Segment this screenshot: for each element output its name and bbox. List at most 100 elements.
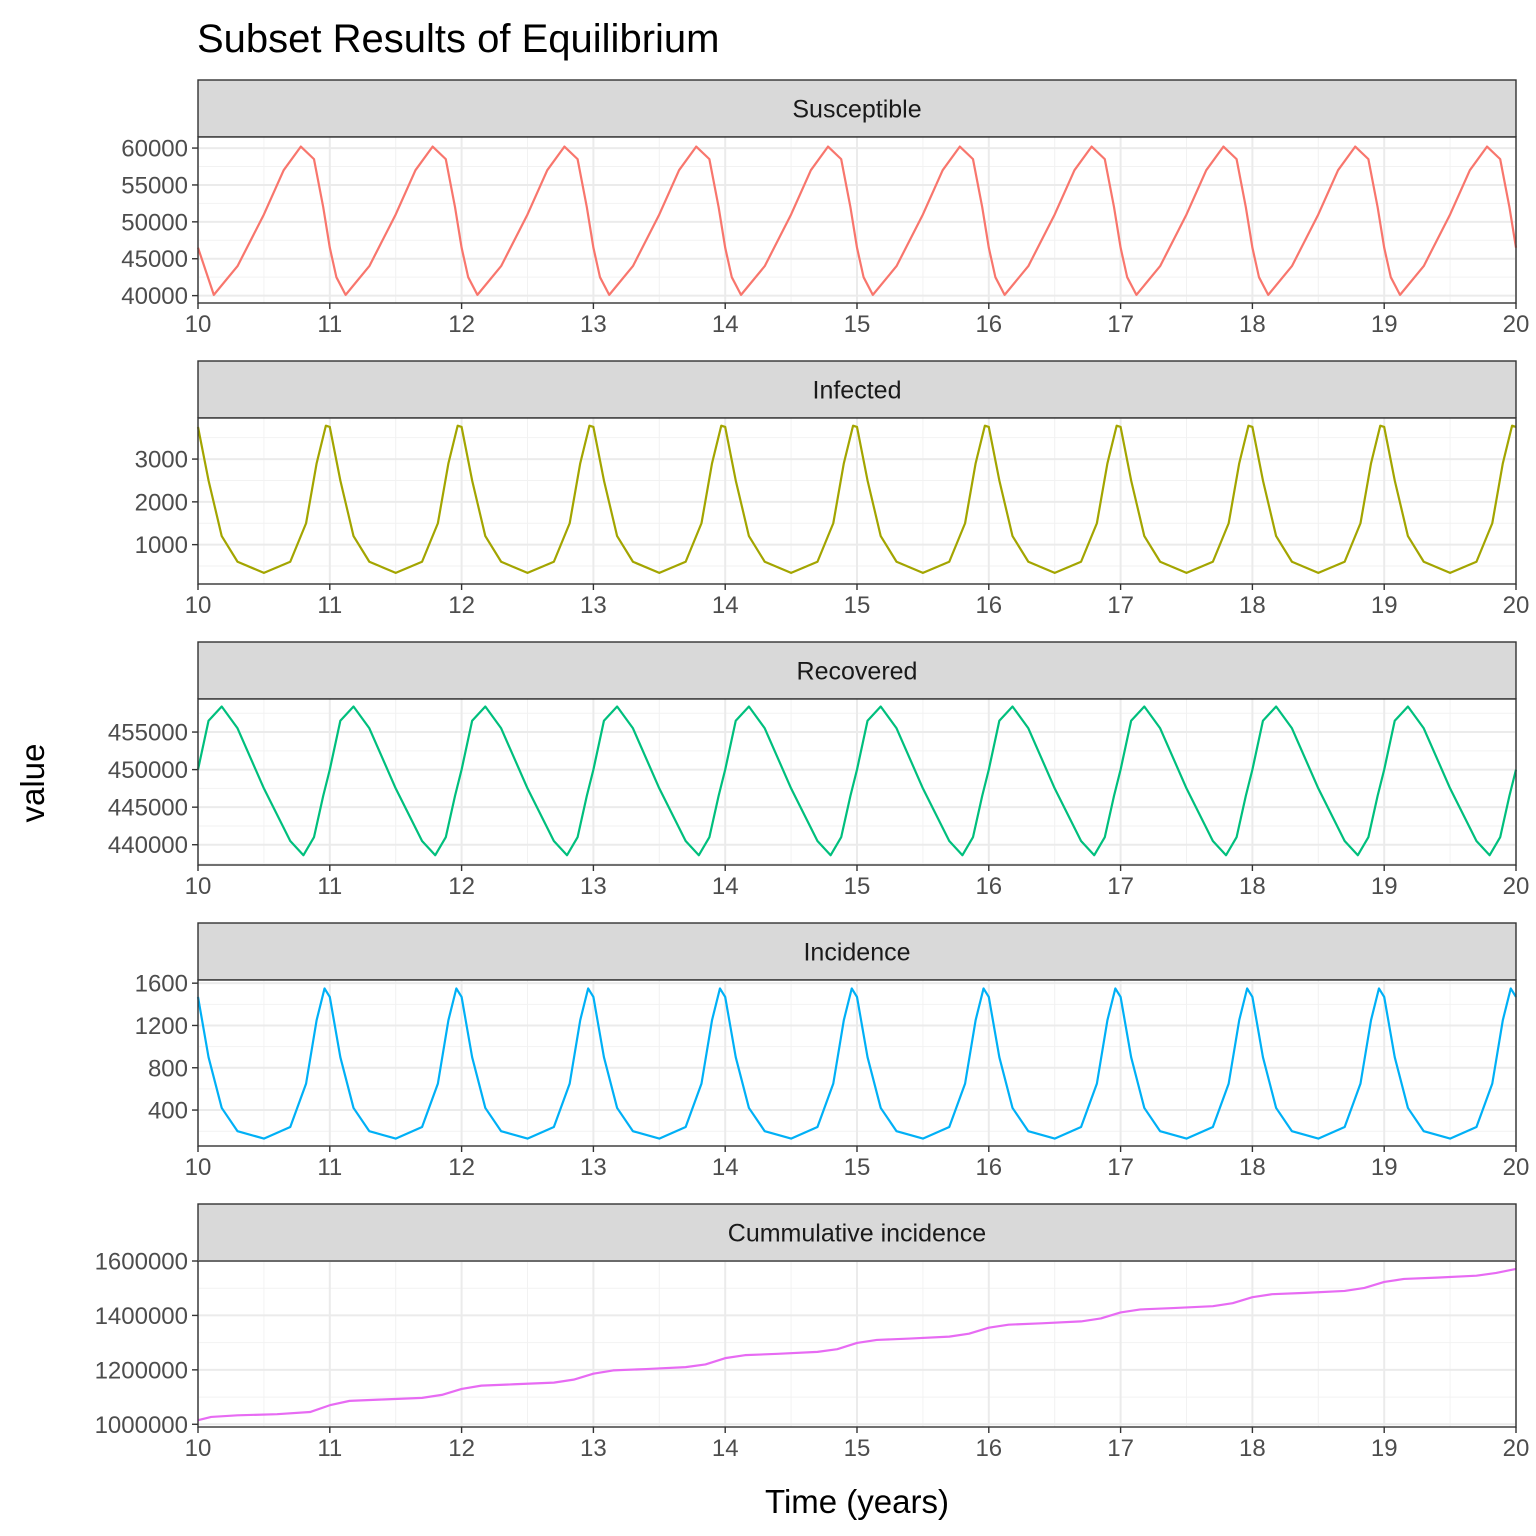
x-tick-label: 12 <box>448 592 475 619</box>
x-tick-label: 20 <box>1503 311 1530 338</box>
x-tick-label: 20 <box>1503 592 1530 619</box>
x-tick-label: 17 <box>1107 311 1134 338</box>
y-tick-label: 1400000 <box>95 1303 188 1330</box>
facet-panel-2: Infected 1000 2000 3000 10 11 12 13 14 15 16 17 18 19… <box>135 360 1530 619</box>
x-tick-label: 18 <box>1239 592 1266 619</box>
x-tick-label: 20 <box>1503 1154 1530 1181</box>
x-tick-label: 13 <box>580 1154 607 1181</box>
x-tick-label: 16 <box>975 592 1002 619</box>
y-tick-label: 1200000 <box>95 1357 188 1384</box>
facet-strip <box>197 1203 1517 1262</box>
x-tick-label: 16 <box>975 1154 1002 1181</box>
x-tick-label: 10 <box>185 592 212 619</box>
x-tick-label: 16 <box>975 873 1002 900</box>
y-tick-label: 50000 <box>121 209 188 236</box>
x-tick-label: 15 <box>844 1154 871 1181</box>
x-tick-label: 11 <box>317 311 342 338</box>
x-tick-label: 20 <box>1503 1435 1530 1462</box>
facet-strip <box>197 360 1517 419</box>
x-tick-label: 10 <box>185 1154 212 1181</box>
facet-strip <box>197 641 1517 700</box>
x-tick-label: 12 <box>448 1154 475 1181</box>
series-line-susceptible <box>196 145 1518 296</box>
x-tick-label: 12 <box>448 873 475 900</box>
x-tick-label: 19 <box>1371 1435 1398 1462</box>
x-tick-label: 11 <box>317 592 342 619</box>
y-tick-label: 55000 <box>121 172 188 199</box>
series-line-cummulative-incidence <box>197 1267 1517 1422</box>
series-line-infected <box>196 424 1517 574</box>
facet-strip <box>197 922 1517 981</box>
x-tick-label: 20 <box>1503 873 1530 900</box>
x-tick-label: 13 <box>580 592 607 619</box>
x-tick-label: 10 <box>185 311 212 338</box>
x-tick-label: 13 <box>580 873 607 900</box>
facet-panel-4: Incidence 400 800 1200 1600 10 11 12 13 14 15 16 17 1… <box>135 922 1530 1181</box>
x-tick-label: 15 <box>844 1435 871 1462</box>
y-tick-label: 45000 <box>121 246 188 273</box>
y-tick-label: 1600 <box>135 971 188 998</box>
x-tick-label: 13 <box>580 311 607 338</box>
facet-panel-3: Recovered 440000 445000 450000 455000 10 11 12 1… <box>108 641 1530 900</box>
x-tick-label: 19 <box>1371 592 1398 619</box>
y-tick-label: 40000 <box>121 283 188 310</box>
x-tick-label: 18 <box>1239 311 1266 338</box>
y-tick-label: 1000000 <box>95 1412 188 1439</box>
x-tick-label: 11 <box>317 1154 342 1181</box>
series-line-incidence <box>196 987 1517 1140</box>
x-tick-label: 18 <box>1239 873 1266 900</box>
x-tick-label: 17 <box>1107 873 1134 900</box>
x-tick-label: 10 <box>185 873 212 900</box>
x-tick-label: 14 <box>712 311 739 338</box>
x-tick-label: 19 <box>1371 311 1398 338</box>
y-tick-label: 60000 <box>121 136 188 163</box>
facet-panels: Susceptible 40000 45000 50000 55000 60000 10 11… <box>95 79 1530 1462</box>
y-tick-label: 800 <box>148 1055 188 1082</box>
facet-strip-label: Recovered <box>797 658 918 686</box>
x-tick-label: 17 <box>1107 592 1134 619</box>
facet-strip-label: Susceptible <box>792 96 921 124</box>
x-tick-label: 15 <box>844 873 871 900</box>
y-tick-label: 1600000 <box>95 1249 188 1276</box>
x-tick-label: 17 <box>1107 1435 1134 1462</box>
y-tick-label: 450000 <box>108 757 188 784</box>
x-tick-label: 15 <box>844 311 871 338</box>
x-tick-label: 19 <box>1371 873 1398 900</box>
x-tick-label: 10 <box>185 1435 212 1462</box>
x-tick-label: 13 <box>580 1435 607 1462</box>
facet-strip <box>197 79 1517 138</box>
x-tick-label: 14 <box>712 592 739 619</box>
x-tick-label: 11 <box>317 1435 342 1462</box>
x-tick-label: 14 <box>712 873 739 900</box>
x-tick-label: 19 <box>1371 1154 1398 1181</box>
x-tick-label: 14 <box>712 1435 739 1462</box>
y-tick-label: 440000 <box>108 832 188 859</box>
x-tick-label: 15 <box>844 592 871 619</box>
chart-title: Subset Results of Equilibrium <box>197 17 719 61</box>
x-tick-label: 18 <box>1239 1435 1266 1462</box>
series-line-recovered <box>196 705 1518 857</box>
x-tick-label: 14 <box>712 1154 739 1181</box>
y-tick-label: 1200 <box>135 1013 188 1040</box>
y-tick-label: 1000 <box>135 532 188 559</box>
y-tick-label: 445000 <box>108 795 188 822</box>
y-tick-label: 455000 <box>108 720 188 747</box>
facet-strip-label: Incidence <box>803 939 910 967</box>
facet-strip-label: Infected <box>813 377 902 405</box>
x-tick-label: 12 <box>448 1435 475 1462</box>
facet-strip-label: Cummulative incidence <box>728 1220 986 1248</box>
y-tick-label: 2000 <box>135 489 188 516</box>
x-tick-label: 12 <box>448 311 475 338</box>
y-axis-title: value <box>14 744 51 823</box>
facet-panel-5: Cummulative incidence 1000000 1200000 14000… <box>95 1203 1530 1462</box>
facet-panel-1: Susceptible 40000 45000 50000 55000 60000 10 11… <box>121 79 1530 338</box>
x-axis-title: Time (years) <box>765 1483 949 1520</box>
x-tick-label: 16 <box>975 311 1002 338</box>
x-tick-label: 11 <box>317 873 342 900</box>
x-tick-label: 18 <box>1239 1154 1266 1181</box>
y-tick-label: 3000 <box>135 447 188 474</box>
y-tick-label: 400 <box>148 1098 188 1125</box>
x-tick-label: 17 <box>1107 1154 1134 1181</box>
x-tick-label: 16 <box>975 1435 1002 1462</box>
